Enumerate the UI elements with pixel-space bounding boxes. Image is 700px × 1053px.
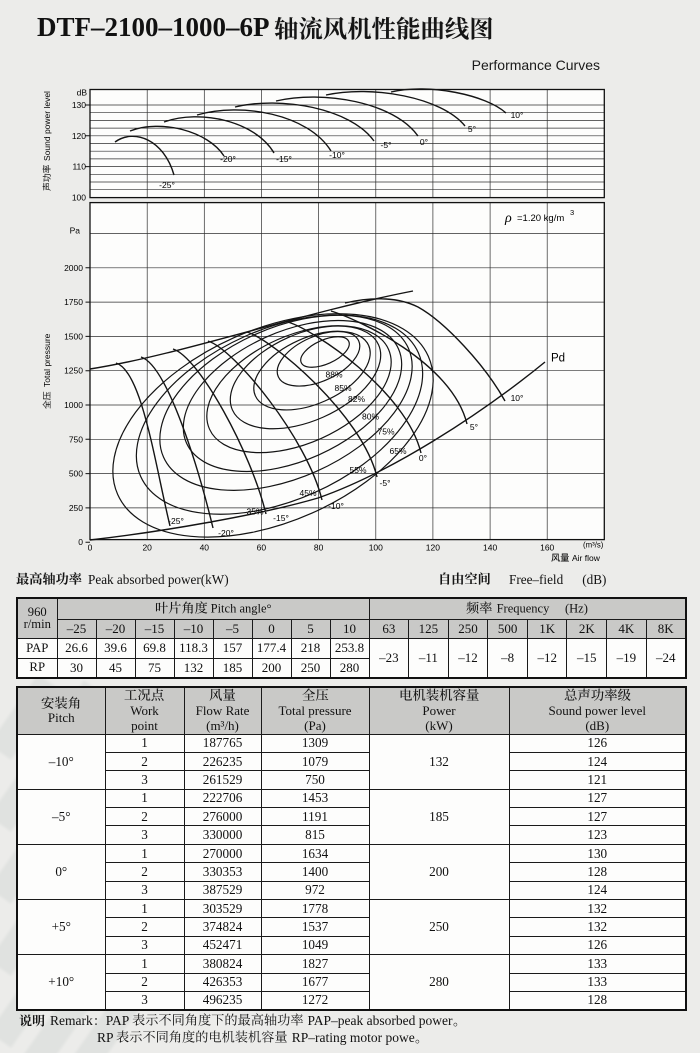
svg-text:160: 160 (540, 543, 554, 553)
svg-text:(m³/s): (m³/s) (583, 541, 604, 550)
svg-text:-15°: -15° (276, 154, 292, 164)
svg-text:-25°: -25° (168, 516, 184, 526)
svg-text:-10°: -10° (328, 501, 344, 511)
svg-text:10°: 10° (511, 393, 524, 403)
svg-text:-15°: -15° (273, 513, 289, 523)
svg-text:88%: 88% (325, 370, 342, 380)
svg-text:120: 120 (72, 131, 86, 141)
svg-text:0: 0 (78, 537, 83, 547)
svg-text:-5°: -5° (380, 478, 391, 488)
svg-text:-20°: -20° (218, 528, 234, 538)
svg-text:dB: dB (77, 88, 88, 98)
svg-text:110: 110 (72, 162, 86, 172)
svg-text:1250: 1250 (64, 366, 83, 376)
svg-text:=1.20 kg/m: =1.20 kg/m (517, 213, 564, 224)
svg-text:750: 750 (69, 434, 83, 444)
svg-text:65%: 65% (389, 446, 406, 456)
svg-text:3: 3 (570, 208, 574, 217)
svg-text:35%: 35% (246, 507, 263, 517)
svg-text:80: 80 (314, 543, 324, 553)
svg-text:80%: 80% (362, 412, 379, 422)
svg-text:1500: 1500 (64, 331, 83, 341)
svg-text:10°: 10° (511, 110, 524, 120)
svg-text:1000: 1000 (64, 400, 83, 410)
svg-text:-5°: -5° (381, 140, 392, 150)
svg-text:60: 60 (257, 543, 267, 553)
svg-text:Pa: Pa (70, 226, 81, 236)
svg-text:Air flow: Air flow (572, 553, 601, 563)
svg-text:-10°: -10° (329, 150, 345, 160)
svg-text:40: 40 (200, 543, 210, 553)
svg-text:82%: 82% (348, 394, 365, 404)
svg-text:500: 500 (69, 469, 83, 479)
svg-text:5°: 5° (470, 422, 478, 432)
svg-text:75%: 75% (377, 427, 394, 437)
svg-text:-25°: -25° (159, 180, 175, 190)
svg-text:Total pressure: Total pressure (42, 333, 52, 387)
svg-text:0°: 0° (420, 137, 428, 147)
svg-text:120: 120 (426, 543, 440, 553)
svg-text:Sound power level: Sound power level (42, 91, 52, 161)
svg-text:1750: 1750 (64, 297, 83, 307)
svg-text:100: 100 (72, 192, 86, 202)
svg-text:45%: 45% (299, 488, 316, 498)
svg-text:55%: 55% (349, 465, 366, 475)
svg-text:85%: 85% (334, 383, 351, 393)
svg-text:5°: 5° (468, 124, 476, 134)
svg-text:2000: 2000 (64, 263, 83, 273)
svg-text:-20°: -20° (220, 154, 236, 164)
svg-text:0: 0 (88, 543, 93, 553)
svg-text:140: 140 (483, 543, 497, 553)
svg-text:Pd: Pd (551, 353, 565, 365)
svg-text:0°: 0° (419, 453, 427, 463)
svg-text:ρ: ρ (504, 211, 512, 226)
svg-text:250: 250 (69, 503, 83, 513)
svg-text:100: 100 (369, 543, 383, 553)
svg-text:20: 20 (142, 543, 152, 553)
svg-text:130: 130 (72, 100, 86, 110)
